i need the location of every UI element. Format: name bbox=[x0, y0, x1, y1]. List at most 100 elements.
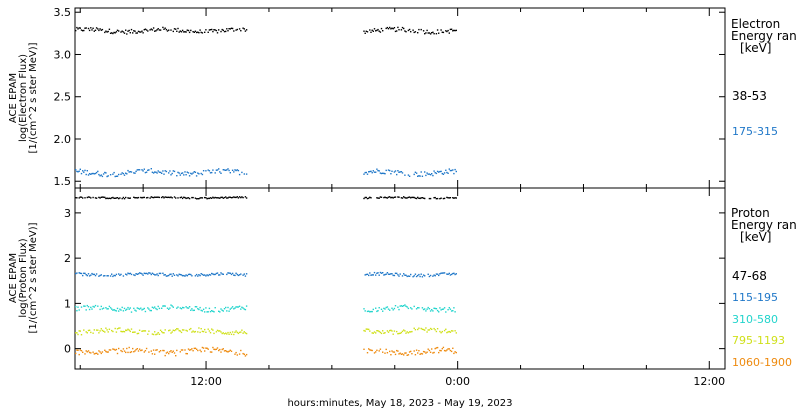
data-point bbox=[147, 196, 149, 199]
data-point bbox=[446, 273, 448, 275]
data-point bbox=[442, 173, 445, 175]
data-point bbox=[424, 171, 426, 173]
data-point bbox=[82, 30, 84, 32]
data-point bbox=[148, 169, 150, 171]
data-point bbox=[125, 29, 127, 31]
data-point bbox=[442, 31, 445, 34]
data-point bbox=[379, 271, 382, 274]
data-point bbox=[408, 351, 411, 353]
data-point bbox=[394, 170, 397, 172]
data-point bbox=[372, 274, 374, 276]
data-point bbox=[141, 330, 143, 332]
data-point bbox=[194, 30, 197, 32]
data-point bbox=[426, 331, 428, 333]
data-point bbox=[136, 348, 138, 350]
data-point bbox=[93, 353, 95, 355]
data-point bbox=[448, 272, 450, 275]
data-point bbox=[198, 274, 200, 276]
data-point bbox=[392, 309, 394, 311]
data-point bbox=[197, 31, 199, 33]
data-point bbox=[398, 308, 400, 311]
data-point bbox=[226, 310, 228, 312]
data-point bbox=[225, 350, 227, 352]
data-point bbox=[87, 329, 90, 332]
data-point bbox=[370, 349, 372, 351]
data-point bbox=[241, 329, 243, 331]
data-point bbox=[113, 309, 115, 311]
data-point bbox=[111, 32, 113, 34]
data-point bbox=[401, 353, 404, 355]
data-point bbox=[118, 327, 120, 329]
data-point bbox=[142, 308, 144, 310]
data-point bbox=[142, 196, 144, 199]
data-point bbox=[155, 30, 157, 32]
data-point bbox=[445, 311, 447, 313]
data-point bbox=[91, 308, 93, 310]
data-point bbox=[115, 31, 118, 33]
data-point bbox=[101, 308, 104, 310]
data-point bbox=[394, 305, 397, 307]
data-point bbox=[368, 274, 370, 277]
data-point bbox=[406, 197, 408, 199]
data-point bbox=[121, 350, 123, 353]
data-point bbox=[242, 307, 244, 309]
data-point bbox=[120, 349, 122, 352]
data-point bbox=[238, 353, 241, 355]
data-point bbox=[427, 273, 429, 275]
data-point bbox=[230, 350, 233, 352]
data-point bbox=[219, 274, 221, 276]
data-point bbox=[202, 170, 205, 172]
data-point bbox=[404, 196, 406, 199]
data-point bbox=[439, 170, 441, 173]
data-point bbox=[162, 305, 164, 307]
data-point bbox=[194, 275, 197, 277]
data-point bbox=[238, 28, 241, 30]
data-point bbox=[452, 272, 454, 275]
data-point bbox=[236, 196, 238, 198]
data-point bbox=[127, 306, 129, 309]
data-point bbox=[121, 172, 123, 174]
data-point bbox=[404, 304, 406, 306]
data-point bbox=[373, 28, 376, 30]
data-point bbox=[417, 307, 419, 309]
data-point bbox=[77, 28, 79, 30]
data-point bbox=[215, 331, 218, 333]
data-point bbox=[111, 308, 113, 310]
data-point bbox=[209, 351, 212, 353]
data-point bbox=[213, 332, 215, 335]
data-point bbox=[91, 272, 93, 275]
data-point bbox=[88, 329, 91, 331]
data-point bbox=[90, 27, 92, 29]
data-point bbox=[92, 172, 94, 175]
data-point bbox=[163, 332, 165, 334]
data-point bbox=[449, 169, 452, 172]
data-point bbox=[155, 349, 157, 351]
data-point bbox=[184, 275, 186, 277]
data-point bbox=[366, 328, 369, 330]
data-point bbox=[433, 307, 435, 309]
data-point bbox=[140, 272, 142, 274]
data-point bbox=[141, 30, 143, 32]
data-point bbox=[102, 307, 105, 309]
data-point bbox=[441, 330, 443, 333]
data-point bbox=[411, 353, 413, 355]
data-point bbox=[199, 306, 201, 309]
data-point bbox=[76, 26, 78, 29]
data-point bbox=[132, 331, 134, 333]
data-point bbox=[449, 274, 452, 276]
data-point bbox=[129, 351, 131, 354]
data-point bbox=[207, 197, 209, 200]
data-point bbox=[413, 305, 415, 308]
data-point bbox=[389, 309, 391, 311]
data-point bbox=[115, 331, 118, 333]
data-point bbox=[422, 350, 425, 353]
data-point bbox=[190, 273, 192, 276]
data-point bbox=[436, 346, 439, 349]
data-point bbox=[173, 329, 176, 332]
data-point bbox=[443, 349, 446, 352]
data-point bbox=[187, 29, 190, 32]
data-point bbox=[95, 197, 98, 199]
data-point bbox=[428, 197, 431, 200]
data-point bbox=[143, 351, 145, 353]
data-point bbox=[452, 169, 454, 171]
